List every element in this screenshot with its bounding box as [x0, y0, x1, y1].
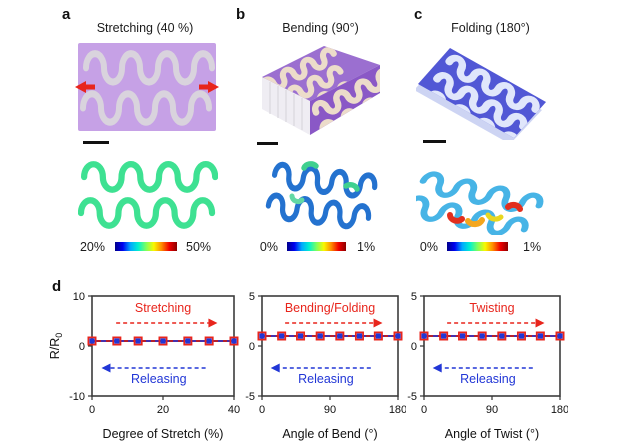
panel-c-letter: c: [414, 6, 423, 23]
panel-c-title: Folding (180°): [451, 21, 530, 35]
svg-text:20: 20: [157, 404, 169, 416]
colorbar-b-min: 0%: [259, 240, 278, 254]
colorbar-c-min: 0%: [419, 240, 438, 254]
svg-text:Stretching: Stretching: [135, 301, 191, 315]
svg-text:R/R0: R/R0: [48, 333, 64, 360]
colorbar-c: [447, 242, 508, 251]
stretch-simulation: [78, 157, 218, 231]
svg-text:Bending/Folding: Bending/Folding: [285, 301, 375, 315]
colorbar-a-min: 20%: [79, 240, 105, 254]
svg-text:0: 0: [421, 404, 427, 416]
bend-photo: [262, 46, 380, 135]
colorbar-b-max: 1%: [357, 240, 376, 254]
colorbar-a-max: 50%: [186, 240, 212, 254]
colorbar-a: [115, 242, 177, 251]
fold-sim-strain-spots: [447, 201, 523, 228]
colorbar-b: [287, 242, 346, 251]
panel-b-letter: b: [236, 6, 246, 23]
twist-plot: 0 90 180 5 0 -5 Angle of Twist (°) Twisting Rele…: [407, 291, 569, 441]
fold-simulation: [416, 151, 554, 235]
svg-text:Angle of Twist (°): Angle of Twist (°): [445, 427, 539, 441]
panel-d-letter: d: [52, 278, 62, 295]
svg-text:-5: -5: [245, 391, 255, 403]
svg-text:180: 180: [389, 404, 406, 416]
svg-text:-5: -5: [407, 391, 417, 403]
svg-text:0: 0: [411, 341, 417, 353]
stretch-arrow-left-icon: [75, 81, 95, 93]
panel-a-title: Stretching (40 %): [96, 21, 194, 35]
scale-bar-b: [257, 142, 278, 145]
svg-text:Degree of Stretch (%): Degree of Stretch (%): [103, 427, 224, 441]
svg-text:Twisting: Twisting: [469, 301, 514, 315]
svg-text:Releasing: Releasing: [131, 372, 187, 386]
bend-sim-serpentine: [267, 164, 376, 230]
stretch-photo: [75, 43, 219, 131]
scale-bar-a: [83, 141, 109, 144]
chart-stretch: 0 20 40 10 0 -10 Degree of Stretch (%) R/R0 Stre…: [46, 288, 242, 444]
colorbar-c-max: 1%: [523, 240, 542, 254]
stretch-arrow-right-icon: [199, 81, 219, 93]
svg-text:Releasing: Releasing: [460, 372, 516, 386]
svg-text:90: 90: [324, 404, 336, 416]
svg-text:180: 180: [551, 404, 568, 416]
svg-text:Releasing: Releasing: [298, 372, 354, 386]
bend-simulation: [262, 152, 382, 236]
scale-bar-c: [423, 140, 446, 143]
svg-text:5: 5: [249, 291, 255, 303]
svg-text:0: 0: [79, 341, 85, 353]
fold-photo: [416, 48, 546, 140]
svg-text:90: 90: [486, 404, 498, 416]
svg-text:0: 0: [259, 404, 265, 416]
chart-twist: 0 90 180 5 0 -5 Angle of Twist (°) Twisting Rele…: [394, 288, 569, 444]
svg-text:40: 40: [228, 404, 240, 416]
panel-b-title: Bending (90°): [282, 21, 359, 35]
stretch-sim-serpentine: [81, 164, 215, 225]
chart-bend: 0 90 180 5 0 -5 Angle of Bend (°) Bending/Foldi…: [232, 288, 407, 444]
bend-page-lines: [269, 82, 303, 130]
panel-a-letter: a: [62, 6, 71, 23]
bend-plot: 0 90 180 5 0 -5 Angle of Bend (°) Bending/Foldi…: [245, 291, 407, 441]
svg-text:10: 10: [73, 291, 85, 303]
svg-text:5: 5: [411, 291, 417, 303]
svg-text:-10: -10: [69, 391, 85, 403]
stretch-plot: 0 20 40 10 0 -10 Degree of Stretch (%) R/R0 Stre…: [48, 291, 240, 441]
svg-text:0: 0: [89, 404, 95, 416]
svg-text:0: 0: [249, 341, 255, 353]
bend-sim-strain-spots: [289, 161, 360, 205]
svg-text:Angle of Bend (°): Angle of Bend (°): [282, 427, 377, 441]
stretch-substrate: [78, 43, 216, 131]
